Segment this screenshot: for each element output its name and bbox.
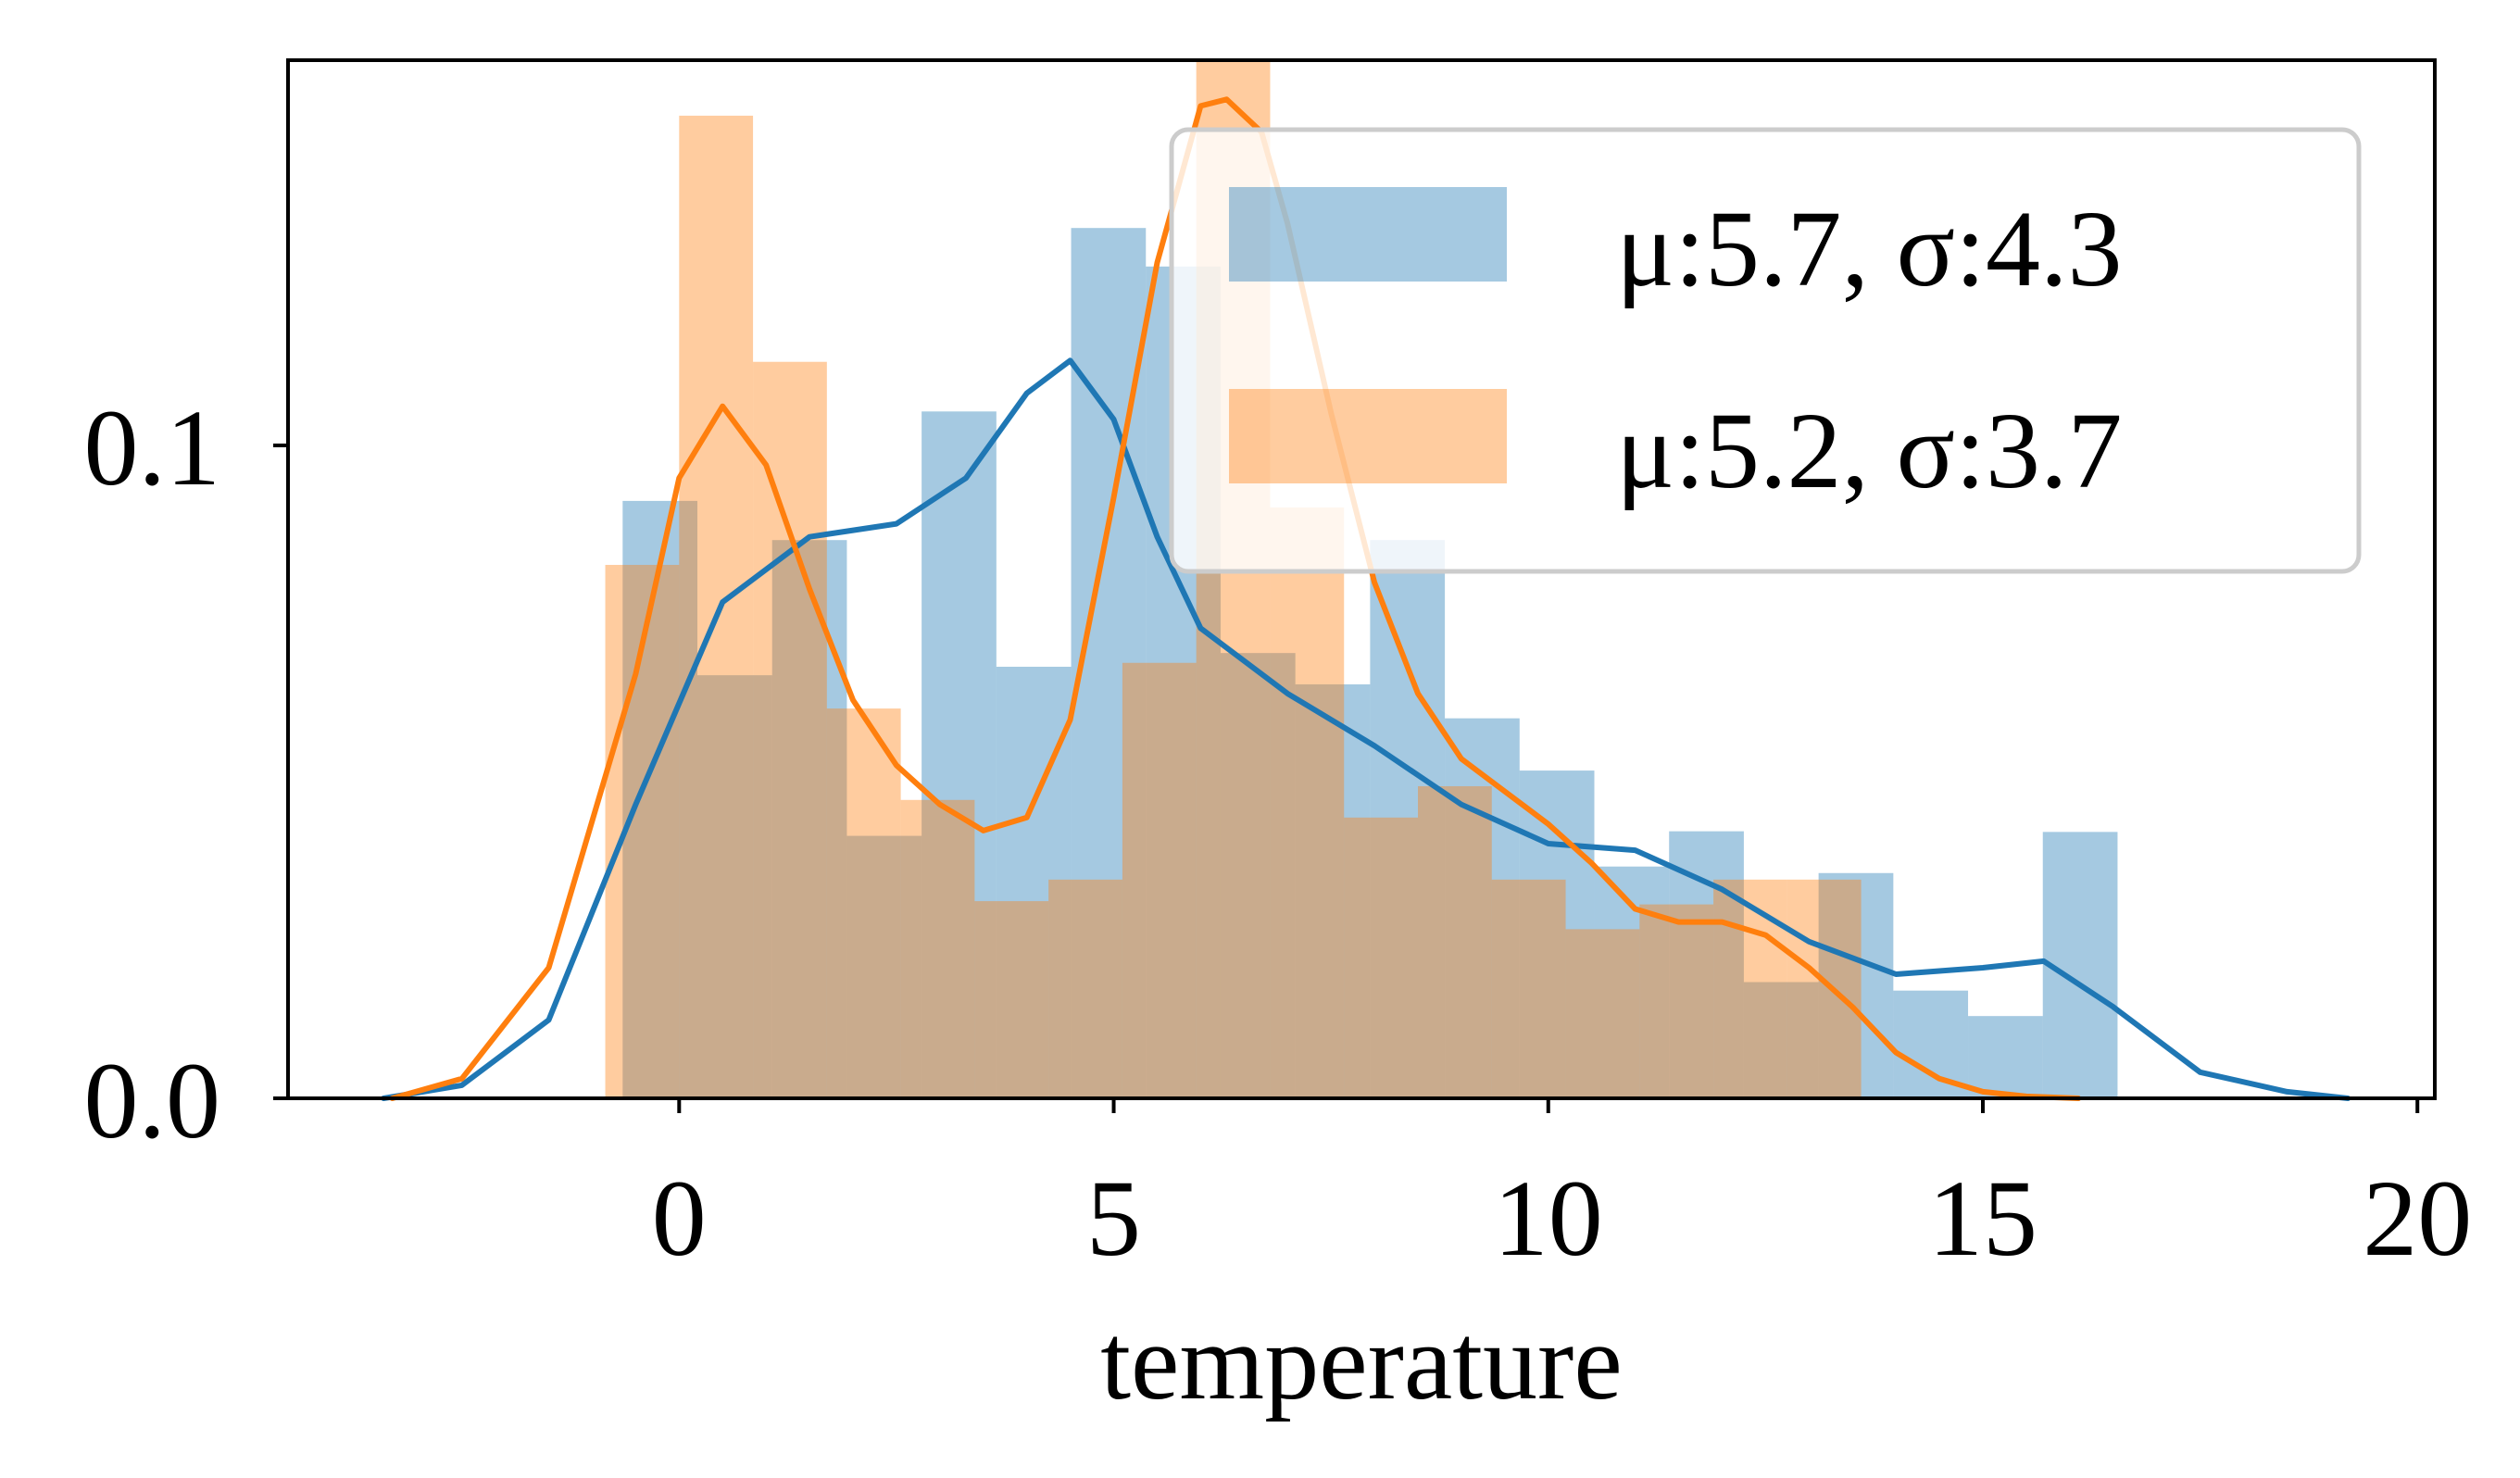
histogram-bar — [826, 708, 901, 1098]
histogram-bar — [1743, 982, 1819, 1098]
legend-label-series-1: μ:5.7, σ:4.3 — [1616, 188, 2122, 309]
histogram-bar — [1048, 879, 1122, 1098]
legend-label-series-2: μ:5.2, σ:3.7 — [1616, 390, 2122, 511]
x-tick-label: 20 — [2363, 1158, 2472, 1279]
histogram-bar — [1445, 718, 1520, 1098]
bars-series-1 — [622, 228, 2118, 1099]
kde-line-series-1 — [381, 357, 2351, 1101]
legend: μ:5.7, σ:4.3 μ:5.2, σ:3.7 — [1169, 127, 2362, 574]
plot-frame — [286, 58, 2437, 1100]
histogram-bar — [921, 411, 997, 1099]
histogram-bar — [1122, 662, 1197, 1098]
histogram-bar — [1519, 770, 1595, 1098]
histogram-bar — [1220, 653, 1296, 1098]
histogram-bar — [753, 361, 827, 1099]
histogram-bar — [974, 901, 1049, 1098]
histogram-bar — [900, 799, 975, 1098]
histogram-bar — [1370, 540, 1446, 1098]
histogram-bar — [771, 540, 847, 1098]
x-tick-label: 10 — [1494, 1158, 1603, 1279]
histogram-bar — [679, 115, 754, 1098]
histogram-bar — [1418, 785, 1492, 1098]
histogram-bar — [1968, 1016, 2043, 1098]
histogram-bar — [2042, 832, 2118, 1098]
histogram-bar — [697, 675, 772, 1098]
y-tick-label: 0.0 — [84, 1040, 221, 1161]
histogram-bar — [1295, 684, 1371, 1098]
histogram-bar — [1639, 904, 1714, 1098]
legend-swatch-series-2 — [1229, 389, 1507, 483]
x-tick-label: 5 — [1086, 1158, 1141, 1279]
histogram-bar — [1713, 879, 1787, 1098]
x-tick-label: 15 — [1928, 1158, 2037, 1279]
legend-box — [1169, 127, 2362, 574]
histogram-bar — [1787, 879, 1862, 1098]
histogram-bar — [996, 666, 1072, 1098]
histogram-bars — [605, 60, 2118, 1099]
histogram-bar — [1344, 817, 1418, 1098]
legend-swatch-series-1 — [1229, 187, 1507, 282]
histogram-bar — [1491, 879, 1566, 1098]
histogram-bar — [1669, 831, 1744, 1098]
x-tick-label: 0 — [652, 1158, 707, 1279]
histogram-bar — [1893, 990, 1969, 1098]
x-axis-label: temperature — [1100, 1301, 1622, 1422]
y-tick-label: 0.1 — [84, 387, 221, 508]
histogram-bar — [1565, 929, 1640, 1098]
histogram-bar — [1270, 507, 1345, 1098]
axes: 0 5 10 15 20 0.0 0.1 — [84, 387, 2473, 1279]
histogram-bar — [846, 835, 922, 1098]
